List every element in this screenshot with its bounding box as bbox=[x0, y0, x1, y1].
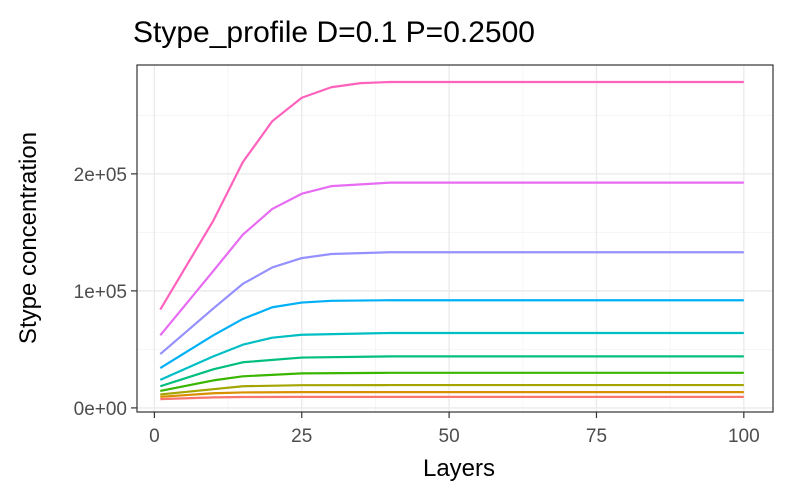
y-tick-label: 0e+00 bbox=[74, 399, 127, 420]
x-tick-label: 0 bbox=[149, 426, 160, 447]
series-line-8 bbox=[159, 251, 744, 355]
minor-gridlines bbox=[137, 65, 773, 412]
chart-title: Stype_profile D=0.1 P=0.2500 bbox=[133, 16, 535, 49]
series-line-7 bbox=[159, 299, 744, 370]
major-gridlines bbox=[137, 65, 773, 412]
x-tick-label: 100 bbox=[728, 426, 760, 447]
series-line-10 bbox=[159, 80, 744, 311]
x-axis-ticks: 0 25 50 75 100 bbox=[149, 412, 760, 447]
y-axis-ticks: 0e+00 1e+05 2e+05 bbox=[74, 165, 137, 420]
series-line-6 bbox=[159, 331, 744, 381]
y-tick-label: 2e+05 bbox=[74, 165, 127, 186]
x-tick-label: 75 bbox=[586, 426, 607, 447]
series-line-4 bbox=[160, 371, 744, 393]
series-line-1 bbox=[160, 395, 744, 401]
series-line-5 bbox=[159, 355, 744, 388]
series-line-9 bbox=[159, 181, 744, 337]
y-tick-label: 1e+05 bbox=[74, 282, 127, 303]
series-lines bbox=[159, 80, 744, 401]
x-tick-label: 50 bbox=[439, 426, 460, 447]
y-axis-title: Stype concentration bbox=[15, 132, 42, 344]
series-line-3 bbox=[160, 383, 744, 396]
series-line-2 bbox=[160, 391, 744, 398]
x-tick-label: 25 bbox=[291, 426, 312, 447]
panel-border bbox=[136, 64, 774, 413]
x-axis-title: Layers bbox=[423, 455, 495, 482]
